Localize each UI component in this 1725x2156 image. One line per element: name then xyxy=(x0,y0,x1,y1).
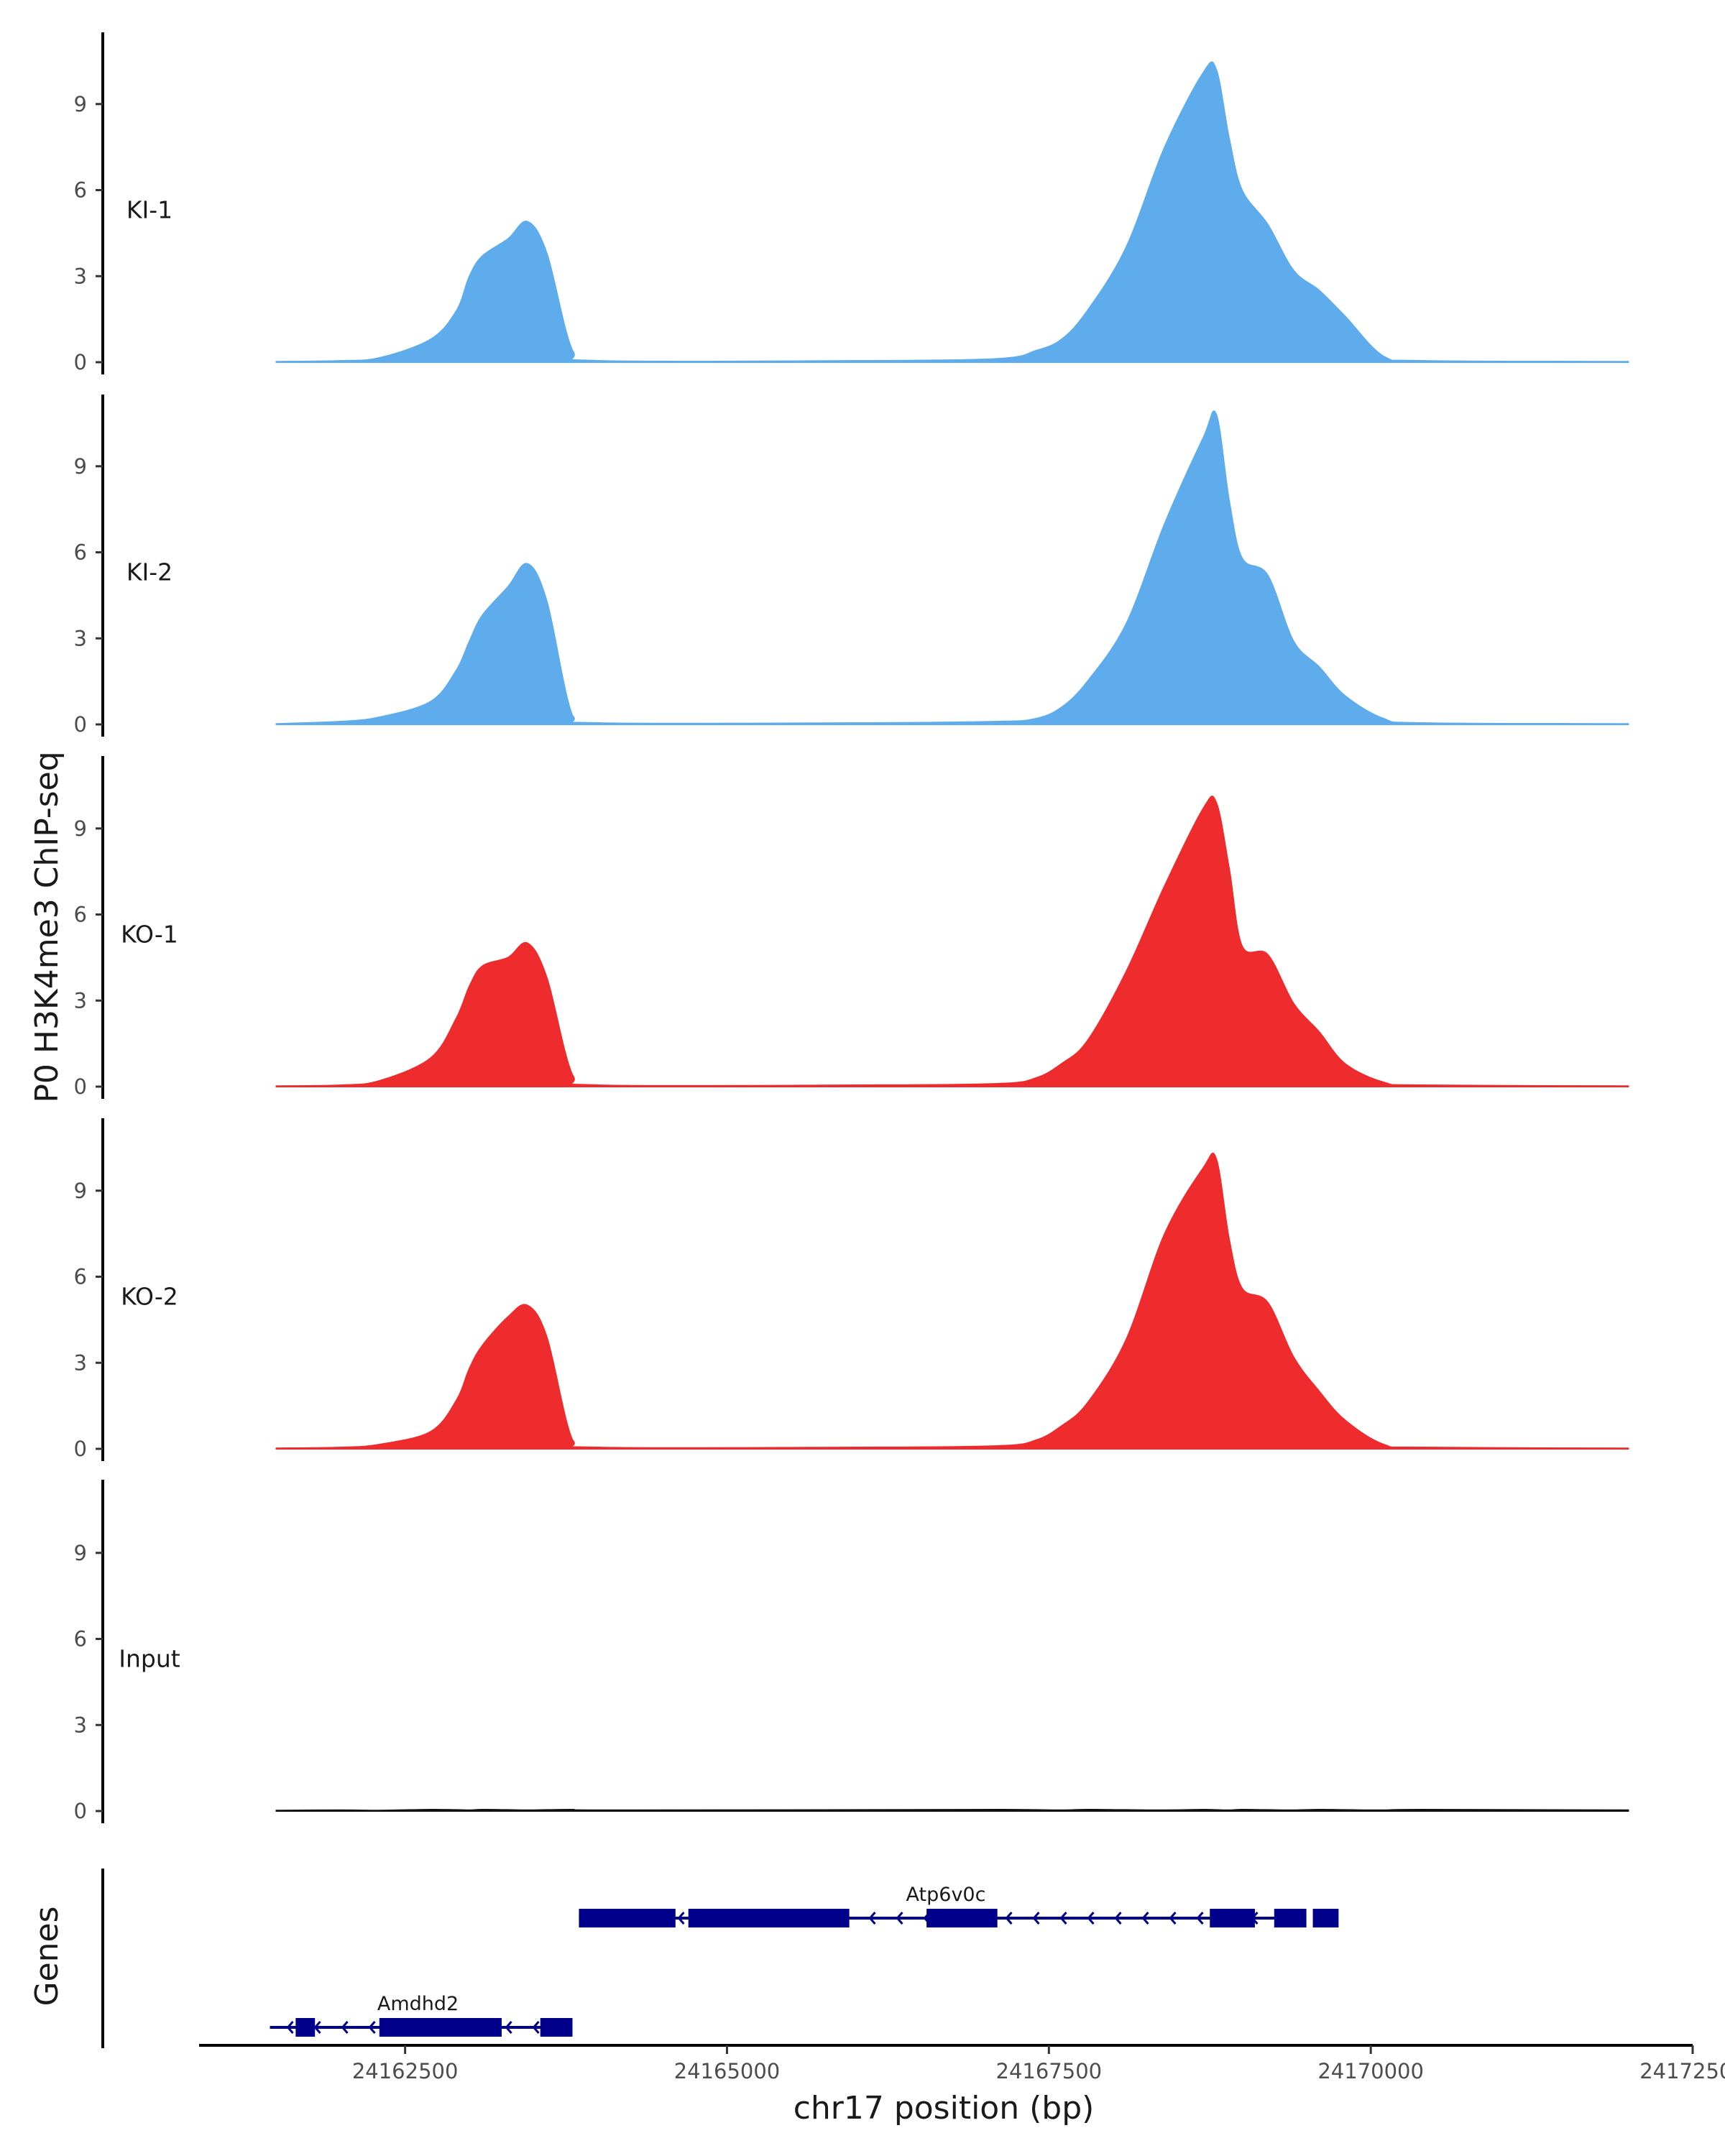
y-tick-label: 9 xyxy=(74,1179,87,1203)
strand-arrow xyxy=(1196,1912,1204,1925)
strand-arrow xyxy=(1087,1912,1095,1925)
gene-label: Atp6v0c xyxy=(906,1884,986,1906)
track-label: KO-1 xyxy=(121,920,178,948)
signal-area-ki-2 xyxy=(275,410,1629,725)
track-ko-1: 0 3 6 9 KO-1 xyxy=(74,756,1629,1099)
gene-exon xyxy=(295,2018,316,2037)
y-tick-label: 6 xyxy=(74,1627,87,1651)
x-axis-title: chr17 position (bp) xyxy=(794,2090,1095,2127)
x-tick-label: 24167500 xyxy=(996,2059,1103,2083)
strand-arrow xyxy=(868,1912,876,1925)
y-tick-label: 6 xyxy=(74,903,87,927)
y-tick-label: 0 xyxy=(74,712,87,737)
x-tick-label: 24165000 xyxy=(674,2059,781,2083)
x-axis: 24162500 24165000 24167500 24170000 24172500 xyxy=(199,2044,1725,2083)
gene-exon xyxy=(579,1909,676,1927)
y-tick-label: 9 xyxy=(74,454,87,479)
strand-arrow xyxy=(1032,1912,1040,1925)
y-tick-label: 6 xyxy=(74,178,87,203)
track-label: Input xyxy=(119,1644,180,1672)
signal-area-ko-2 xyxy=(275,1152,1629,1450)
strand-arrow xyxy=(505,2021,512,2034)
y-tick-label: 6 xyxy=(74,1265,87,1289)
gene-exon xyxy=(379,2018,502,2037)
y-tick-label: 0 xyxy=(74,1799,87,1823)
gene-exon xyxy=(1210,1909,1255,1927)
track-label: KO-2 xyxy=(121,1282,178,1310)
y-tick-label: 6 xyxy=(74,540,87,565)
gene-exon xyxy=(1274,1909,1307,1927)
track-label: KI-2 xyxy=(126,558,172,586)
strand-arrow xyxy=(1114,1912,1122,1925)
x-tick-label: 24162500 xyxy=(352,2059,459,2083)
genes-axis-title: Genes xyxy=(29,1906,65,2006)
y-tick-label: 3 xyxy=(74,1713,87,1737)
strand-arrow xyxy=(1141,1912,1149,1925)
strand-arrow xyxy=(532,2021,540,2034)
gene-atp6v0c: Atp6v0c xyxy=(579,1884,1339,1927)
gene-exon xyxy=(1312,1909,1339,1927)
y-tick-label: 0 xyxy=(74,1437,87,1461)
strand-arrow xyxy=(1059,1912,1067,1925)
gene-exon xyxy=(540,2018,573,2037)
track-input: 0 3 6 9 Input xyxy=(74,1480,1629,1823)
x-tick-label: 24170000 xyxy=(1317,2059,1424,2083)
signal-tracks: 0 3 6 9 KI-1 0 3 6 9 KI-2 0 3 6 9 KO-1 0 3 6 9 KO-2 0 3 6 9 Inpu… xyxy=(74,32,1629,1823)
strand-arrow xyxy=(896,1912,903,1925)
gene-exon xyxy=(926,1909,998,1927)
y-axis-title: P0 H3K4me3 ChIP-seq xyxy=(29,751,65,1102)
gene-label: Amdhd2 xyxy=(377,1993,459,2015)
y-tick-label: 3 xyxy=(74,626,87,650)
y-tick-label: 0 xyxy=(74,350,87,374)
y-tick-label: 3 xyxy=(74,1350,87,1375)
y-tick-label: 9 xyxy=(74,816,87,841)
y-tick-label: 9 xyxy=(74,92,87,116)
track-ki-2: 0 3 6 9 KI-2 xyxy=(74,395,1629,737)
strand-arrow xyxy=(286,2021,294,2034)
gene-exon xyxy=(688,1909,850,1927)
gene-amdhd2: Amdhd2 xyxy=(270,1993,573,2037)
signal-area-input xyxy=(275,1808,1629,1812)
signal-area-ki-1 xyxy=(275,61,1629,363)
strand-arrow xyxy=(313,2021,321,2034)
y-tick-label: 3 xyxy=(74,988,87,1013)
y-tick-label: 3 xyxy=(74,264,87,288)
y-tick-label: 9 xyxy=(74,1541,87,1565)
signal-area-ko-1 xyxy=(275,796,1629,1087)
track-ki-1: 0 3 6 9 KI-1 xyxy=(74,32,1629,374)
gene-track: Atp6v0c Amdhd2 xyxy=(101,1869,1339,2048)
track-ko-2: 0 3 6 9 KO-2 xyxy=(74,1118,1629,1461)
strand-arrow xyxy=(368,2021,376,2034)
strand-arrow xyxy=(341,2021,349,2034)
track-label: KI-1 xyxy=(126,195,172,224)
strand-arrow xyxy=(1169,1912,1177,1925)
y-tick-label: 0 xyxy=(74,1074,87,1099)
strand-arrow xyxy=(677,1912,685,1925)
x-tick-label: 24172500 xyxy=(1639,2059,1725,2083)
strand-arrow xyxy=(1005,1912,1013,1925)
